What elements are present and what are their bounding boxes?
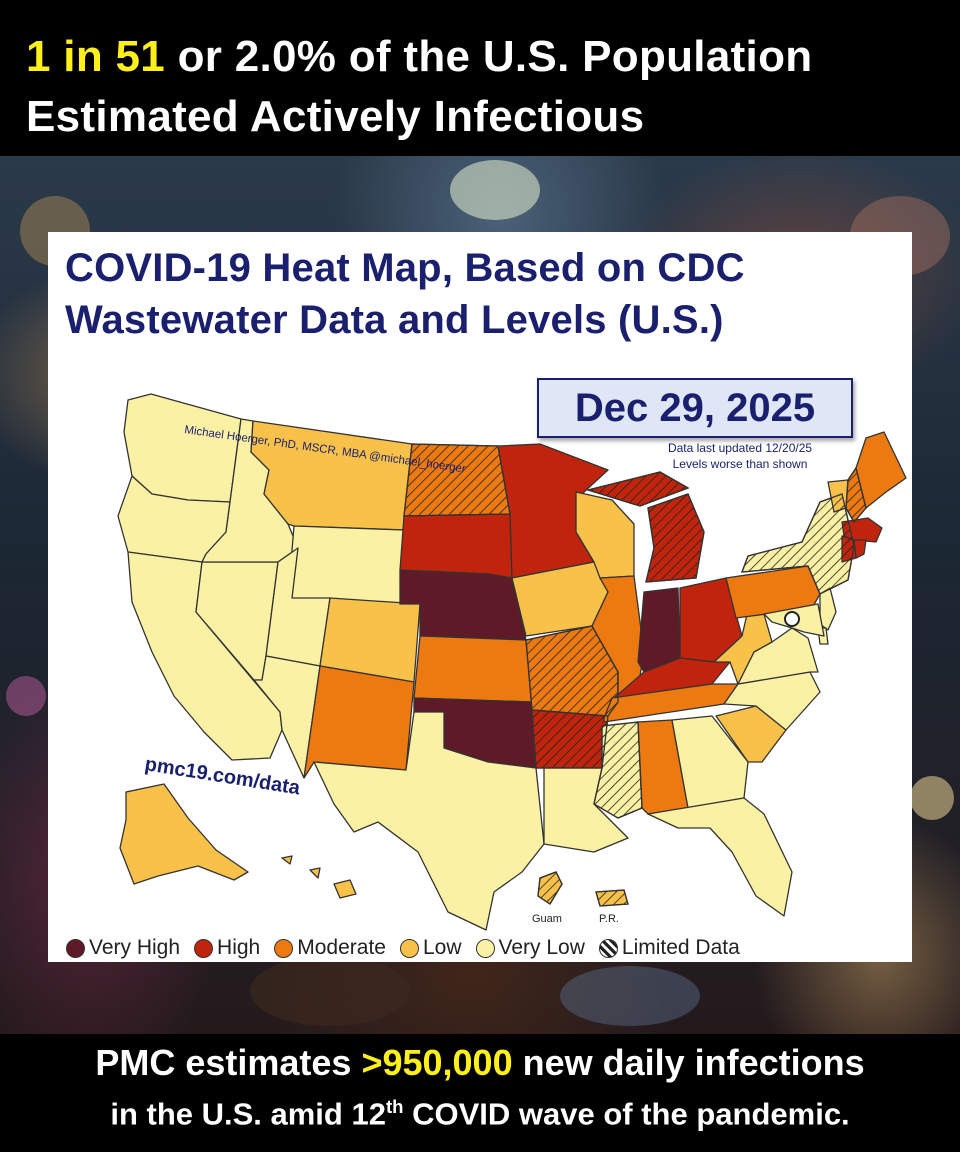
bottom-banner: PMC estimates >950,000 new daily infecti…	[0, 1034, 960, 1152]
legend-label: Very Low	[498, 936, 585, 959]
footer-line-2: in the U.S. amid 12th COVID wave of the …	[0, 1096, 960, 1132]
state-ar-limited-hatch	[531, 709, 609, 769]
dc-marker	[784, 611, 800, 627]
legend-item-very-high: Very High	[66, 936, 180, 960]
footer-prefix: PMC estimates	[95, 1042, 362, 1083]
levels-note: Levels worse than shown	[672, 457, 808, 471]
map-title-line-2: Wastewater Data and Levels (U.S.)	[65, 298, 724, 342]
legend-swatch	[194, 938, 214, 958]
state-nh-limited-hatch	[845, 466, 867, 524]
legend-item-limited-data: Limited Data	[598, 936, 740, 960]
map-title-line-1: COVID-19 Heat Map, Based on CDC	[65, 246, 745, 290]
us-heat-map: Michael Hoerger, PhD, MSCR, MBA @michael…	[117, 393, 907, 931]
bokeh-light	[450, 160, 540, 220]
legend: Very High High Moderate Low Very Low Lim…	[66, 935, 754, 961]
state-sc	[715, 705, 787, 763]
legend-swatch	[475, 938, 495, 958]
legend-label: High	[217, 936, 261, 959]
bokeh-light	[910, 776, 954, 820]
state-nj	[819, 587, 837, 631]
state-wv	[713, 609, 773, 685]
state-mi-limited-hatch	[585, 471, 705, 583]
state-ms-limited-hatch	[593, 721, 643, 819]
footer-line-2-pre: in the U.S. amid 12	[110, 1096, 386, 1132]
state-in	[637, 587, 681, 673]
state-ga	[671, 715, 749, 809]
state-pr-limited-hatch	[595, 889, 629, 907]
footer-highlight: >950,000	[361, 1042, 513, 1083]
legend-swatch	[274, 938, 294, 958]
data-updated-note: Data last updated 12/20/25	[667, 441, 813, 455]
state-ny-limited-hatch	[741, 493, 855, 595]
state-nm	[303, 665, 415, 779]
legend-item-high: High	[194, 936, 260, 960]
state-gu-limited-hatch	[537, 871, 563, 905]
legend-label: Moderate	[297, 936, 386, 959]
legend-swatch	[66, 938, 85, 958]
footer-line-2-sup: th	[385, 1096, 404, 1117]
legend-label: Very High	[89, 936, 181, 959]
state-pa	[725, 565, 821, 619]
footer-line-1: PMC estimates >950,000 new daily infecti…	[0, 1042, 960, 1084]
state-wy	[287, 525, 405, 605]
bokeh-light	[6, 676, 46, 716]
footer-line-2-post: COVID wave of the pandemic.	[403, 1096, 850, 1132]
headline-line-2: Estimated Actively Infectious	[26, 92, 645, 141]
date-box: Dec 29, 2025	[537, 378, 853, 438]
headline-line-1: 1 in 51 or 2.0% of the U.S. Population	[26, 32, 812, 82]
state-fl	[647, 797, 793, 917]
headline-highlight: 1 in 51	[26, 32, 166, 81]
guam-label: Guam	[532, 913, 562, 925]
pr-label: P.R.	[599, 913, 619, 925]
state-sd	[399, 513, 513, 579]
state-ks	[413, 635, 533, 703]
headline-rest: or 2.0% of the U.S. Population	[165, 32, 813, 81]
legend-label: Low	[422, 936, 462, 959]
bokeh-light	[250, 956, 410, 1026]
state-ri	[853, 539, 867, 559]
heat-map-card: COVID-19 Heat Map, Based on CDC Wastewat…	[48, 232, 912, 962]
bokeh-light	[560, 966, 700, 1026]
state-ak	[119, 783, 249, 885]
state-tx	[313, 711, 545, 931]
legend-item-moderate: Moderate	[274, 936, 386, 960]
state-nd-limited-hatch	[403, 443, 511, 517]
footer-suffix: new daily infections	[512, 1042, 865, 1083]
top-banner: 1 in 51 or 2.0% of the U.S. Population E…	[0, 0, 960, 156]
legend-item-very-low: Very Low	[475, 936, 585, 960]
legend-label: Limited Data	[621, 936, 740, 959]
legend-swatch	[399, 938, 419, 958]
legend-swatch-hatched	[598, 938, 618, 958]
legend-item-low: Low	[399, 936, 462, 960]
state-hi	[281, 855, 357, 899]
